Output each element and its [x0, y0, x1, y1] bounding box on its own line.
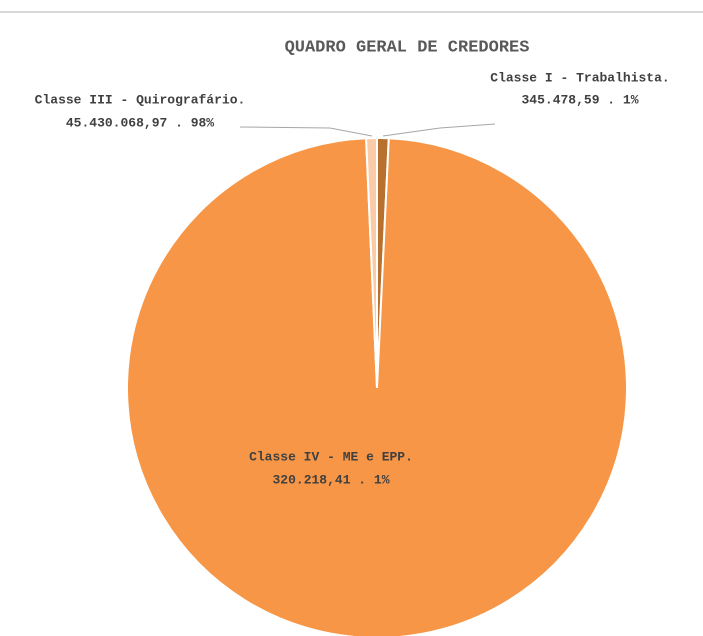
slice-value-label: 345.478,59 . 1% [521, 92, 638, 107]
leader-line [239, 126, 373, 137]
slice-label: Classe I - Trabalhista. [490, 70, 669, 85]
slice-label: Classe III - Quirografário. [35, 92, 246, 107]
slice-value-label: 320.218,41 . 1% [272, 472, 389, 487]
chart-title: QUADRO GERAL DE CREDORES [285, 38, 530, 57]
leader-line [382, 123, 496, 137]
pie [126, 136, 628, 636]
pie-slice [365, 136, 378, 389]
slice-value-label: 45.430.068,97 . 98% [66, 115, 214, 130]
pie-slice [126, 137, 628, 636]
slice-label: Classe IV - ME e EPP. [249, 449, 413, 464]
